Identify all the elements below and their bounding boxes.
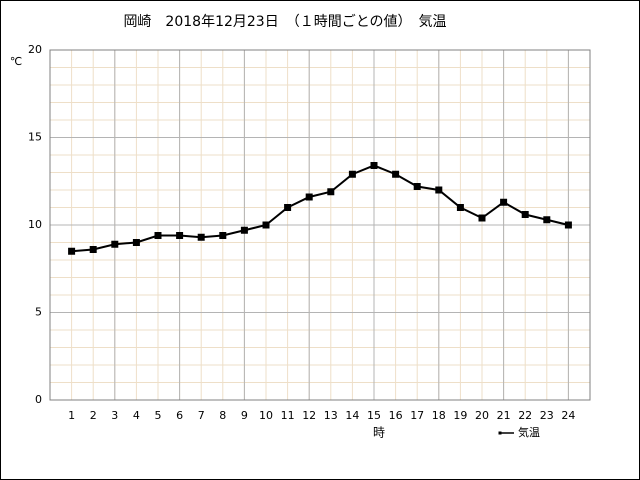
x-tick-label: 19 [453,409,467,422]
x-tick-label: 7 [198,409,205,422]
point [68,247,76,255]
x-tick-label: 16 [389,409,403,422]
x-tick-label: 9 [241,409,248,422]
point [154,232,162,239]
legend-label: 気温 [518,425,540,439]
point [348,170,356,178]
y-tick-label: 0 [35,393,42,406]
x-tick-label: 13 [324,409,338,422]
y-tick-label: 20 [28,43,42,56]
point [176,232,184,239]
x-tick-label: 3 [111,409,118,422]
point [435,186,443,194]
y-tick-label: 5 [35,306,42,319]
point [197,233,205,241]
x-axis-label: 時 [373,426,385,440]
x-tick-label: 1 [68,409,75,422]
point [89,246,97,253]
x-tick-label: 24 [561,409,575,422]
x-tick-label: 22 [518,409,532,422]
point [564,221,572,229]
point [543,216,551,224]
y-tick-label: 10 [28,218,42,231]
point [219,232,227,239]
x-tick-label: 6 [176,409,183,422]
chart-title: 岡崎 2018年12月23日 （１時間ごとの値） 気温 [123,14,446,30]
x-tick-label: 18 [432,409,446,422]
legend-marker [498,431,502,435]
x-tick-label: 4 [133,409,140,422]
x-tick-label: 14 [345,409,359,422]
plot-area [49,49,591,401]
point [456,204,464,211]
y-tick-label: 15 [28,131,42,144]
point [500,198,508,206]
x-tick-label: 11 [281,409,295,422]
point [370,162,378,169]
point [521,211,529,218]
line [71,164,569,253]
point [132,239,140,246]
y-axis-label: ℃ [10,55,22,68]
x-tick-label: 10 [259,409,273,422]
point [392,170,400,178]
point [327,188,335,196]
point [262,221,270,229]
x-tick-label: 23 [540,409,554,422]
point [284,204,292,211]
x-tick-label: 5 [155,409,162,422]
x-tick-label: 15 [367,409,381,422]
x-tick-label: 8 [219,409,226,422]
x-tick-label: 17 [410,409,424,422]
x-tick-label: 2 [90,409,97,422]
point [111,240,119,248]
point [305,193,313,201]
x-tick-label: 12 [302,409,316,422]
x-tick-label: 21 [497,409,511,422]
point [413,183,421,190]
x-tick-label: 20 [475,409,489,422]
point [240,226,248,234]
point [478,214,486,222]
